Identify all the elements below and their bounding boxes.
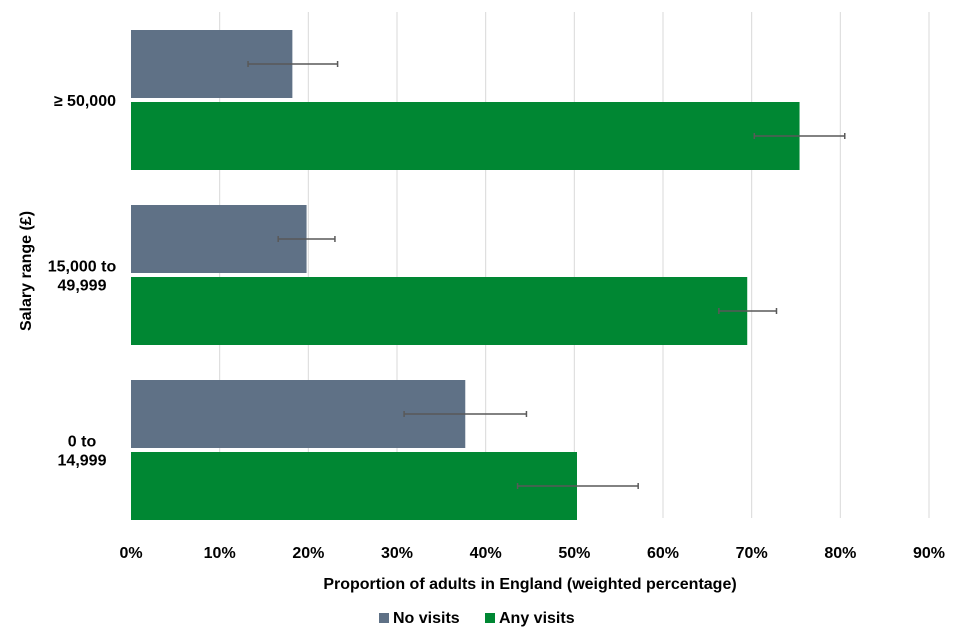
error-bar-any-visits — [718, 308, 778, 314]
category-label: ≥ 50,000 — [54, 93, 116, 110]
x-tick-label: 0% — [119, 545, 142, 562]
legend-swatch — [379, 613, 389, 623]
bar-any-visits — [131, 452, 577, 520]
error-bar-no-visits — [403, 411, 528, 417]
error-bar-any-visits — [516, 483, 639, 489]
bars — [131, 30, 800, 520]
bar-any-visits — [131, 102, 800, 170]
x-tick-label: 20% — [292, 545, 324, 562]
gridlines — [219, 12, 930, 518]
x-tick-label: 40% — [470, 545, 502, 562]
legend-item-no-visits: No visits — [379, 610, 460, 627]
x-tick-label: 30% — [381, 545, 413, 562]
category-label-line: 0 to — [68, 434, 97, 451]
x-tick-labels: 0% 10% 20% 30% 40% 50% 60% 70% 80% 90% — [119, 545, 945, 562]
legend-label: No visits — [393, 610, 460, 627]
category-label: 15,000 to 49,999 — [48, 259, 117, 295]
category-label-line: ≥ 50,000 — [54, 93, 116, 110]
error-bars — [247, 61, 846, 489]
x-tick-label: 10% — [204, 545, 236, 562]
category-label-line: 15,000 to — [48, 259, 117, 276]
category-label: 0 to 14,999 — [58, 434, 107, 470]
x-tick-label: 60% — [647, 545, 679, 562]
x-tick-label: 80% — [824, 545, 856, 562]
x-tick-label: 50% — [558, 545, 590, 562]
legend-swatch — [485, 613, 495, 623]
legend-label: Any visits — [499, 610, 575, 627]
y-axis-title: Salary range (£) — [18, 211, 35, 331]
x-tick-label: 70% — [736, 545, 768, 562]
error-bar-any-visits — [753, 133, 846, 139]
category-labels: ≥ 50,000 15,000 to 49,999 0 to 14,999 — [48, 93, 117, 470]
x-tick-label: 90% — [913, 545, 945, 562]
category-label-line: 49,999 — [58, 278, 107, 295]
bar-any-visits — [131, 277, 748, 345]
error-bar-no-visits — [247, 61, 339, 67]
error-bar-no-visits — [277, 236, 336, 242]
bar-no-visits — [131, 205, 307, 273]
legend: No visits Any visits — [379, 610, 575, 627]
category-label-line: 14,999 — [58, 453, 107, 470]
x-axis-title: Proportion of adults in England (weighte… — [323, 576, 736, 593]
legend-item-any-visits: Any visits — [485, 610, 575, 627]
